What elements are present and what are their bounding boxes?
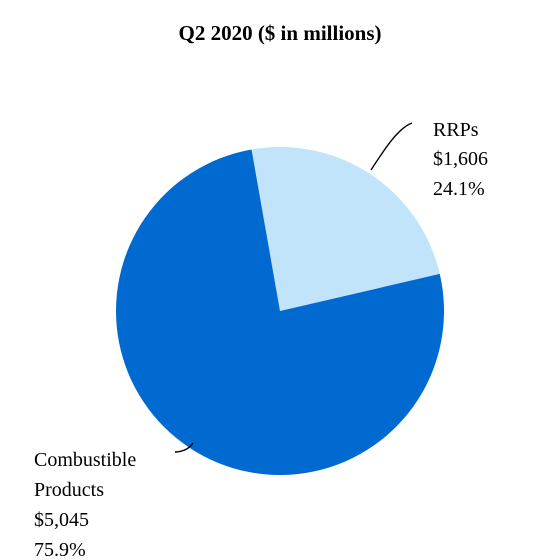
combustible-value-label: $5,045 (34, 509, 89, 531)
rrps-value-label: $1,606 (433, 148, 488, 170)
rrps-label: RRPs $1,606 24.1% (433, 119, 488, 200)
combustible-name-line-1: Combustible (34, 449, 136, 471)
chart-title: Q2 2020 ($ in millions) (178, 21, 381, 45)
pie-slice-rrps (251, 146, 440, 311)
combustible-label: Combustible Products $5,045 75.9% (34, 449, 141, 560)
combustible-leader-line (174, 442, 194, 453)
pie-slice-combustible-products (116, 149, 445, 476)
pie-slices (116, 146, 445, 476)
combustible-percent-label: 75.9% (34, 539, 86, 560)
rrps-name-label: RRPs (433, 119, 479, 141)
rrps-leader-line (370, 122, 413, 171)
combustible-name-line-2: Products (34, 479, 104, 501)
combustible-name-label: Combustible Products (34, 449, 141, 501)
rrps-percent-label: 24.1% (433, 178, 485, 200)
